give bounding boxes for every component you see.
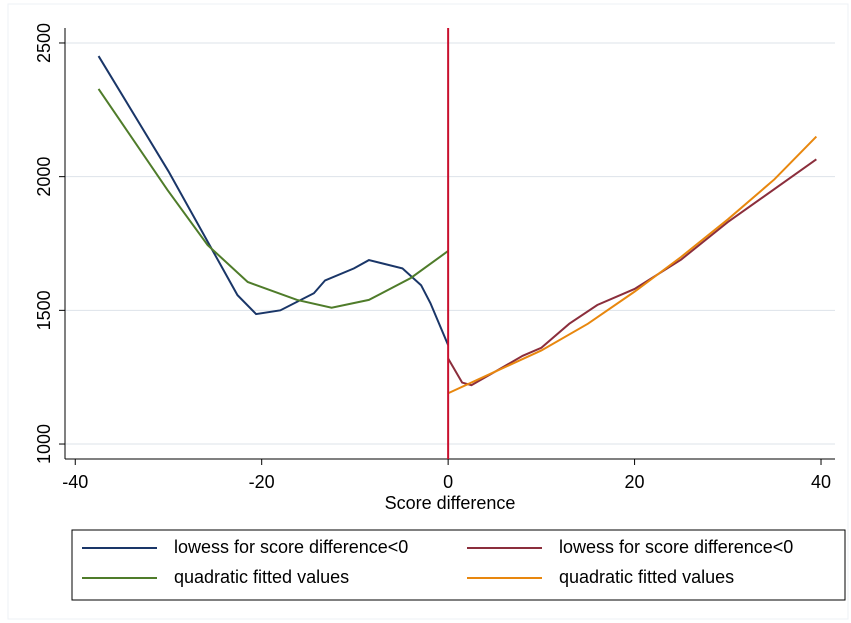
x-tick-label: 20 bbox=[625, 472, 645, 492]
x-axis-label: Score difference bbox=[385, 493, 516, 513]
series-line bbox=[97, 88, 449, 309]
legend-box bbox=[71, 529, 846, 601]
legend-label: quadratic fitted values bbox=[559, 567, 734, 587]
y-tick-label: 1000 bbox=[34, 424, 54, 464]
x-tick-label: -20 bbox=[249, 472, 275, 492]
x-tick-label: 0 bbox=[443, 472, 453, 492]
x-tick-label: -40 bbox=[62, 472, 88, 492]
series-line bbox=[447, 158, 817, 387]
legend-label: quadratic fitted values bbox=[174, 567, 349, 587]
series-line bbox=[97, 55, 450, 346]
x-tick-label: 40 bbox=[811, 472, 831, 492]
legend-label: lowess for score difference<0 bbox=[174, 537, 408, 557]
y-tick-label: 2000 bbox=[34, 157, 54, 197]
legend-label: lowess for score difference<0 bbox=[559, 537, 793, 557]
y-tick-label: 1500 bbox=[34, 290, 54, 330]
series-line bbox=[447, 135, 818, 395]
background bbox=[7, 3, 849, 620]
y-tick-label: 2500 bbox=[34, 23, 54, 63]
